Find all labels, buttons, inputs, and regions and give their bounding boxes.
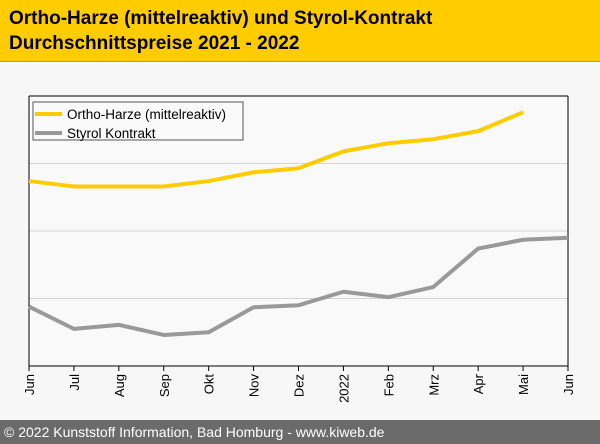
series-line-ortho-harze	[28, 110, 524, 189]
x-tick-label: Jun	[22, 374, 37, 395]
x-tick-label: Sep	[157, 374, 172, 397]
legend-label: Ortho-Harze (mittelreaktiv)	[67, 107, 226, 122]
x-tick-label: Mrz	[426, 374, 441, 396]
x-tick-label: Dez	[292, 374, 307, 397]
line-chart: Jun Jul Aug Sep Okt Nov Dez 2022 Feb Mrz Apr Mai Jun…	[22, 95, 576, 403]
x-tick-label: Feb	[381, 374, 396, 396]
x-tick-label: Apr	[471, 373, 486, 394]
chart-title-line2: Durchschnittspreise 2021 - 2022	[9, 33, 300, 54]
header: Ortho-Harze (mittelreaktiv) und Styrol-K…	[0, 0, 600, 62]
x-tick-label: Jul	[67, 374, 82, 391]
x-tick-label: Mai	[516, 374, 531, 395]
x-tick-label: 2022	[336, 374, 351, 403]
x-tick-label: Nov	[247, 374, 262, 398]
x-tick-label: Okt	[202, 374, 217, 395]
x-tick-label: Jun	[561, 374, 576, 395]
legend-label: Styrol Kontrakt	[67, 126, 156, 141]
x-tick-label: Aug	[112, 374, 127, 397]
legend	[32, 101, 244, 141]
footer-copyright: © 2022 Kunststoff Information, Bad Hombu…	[0, 420, 600, 444]
chart-title-line1: Ortho-Harze (mittelreaktiv) und Styrol-K…	[9, 8, 433, 29]
